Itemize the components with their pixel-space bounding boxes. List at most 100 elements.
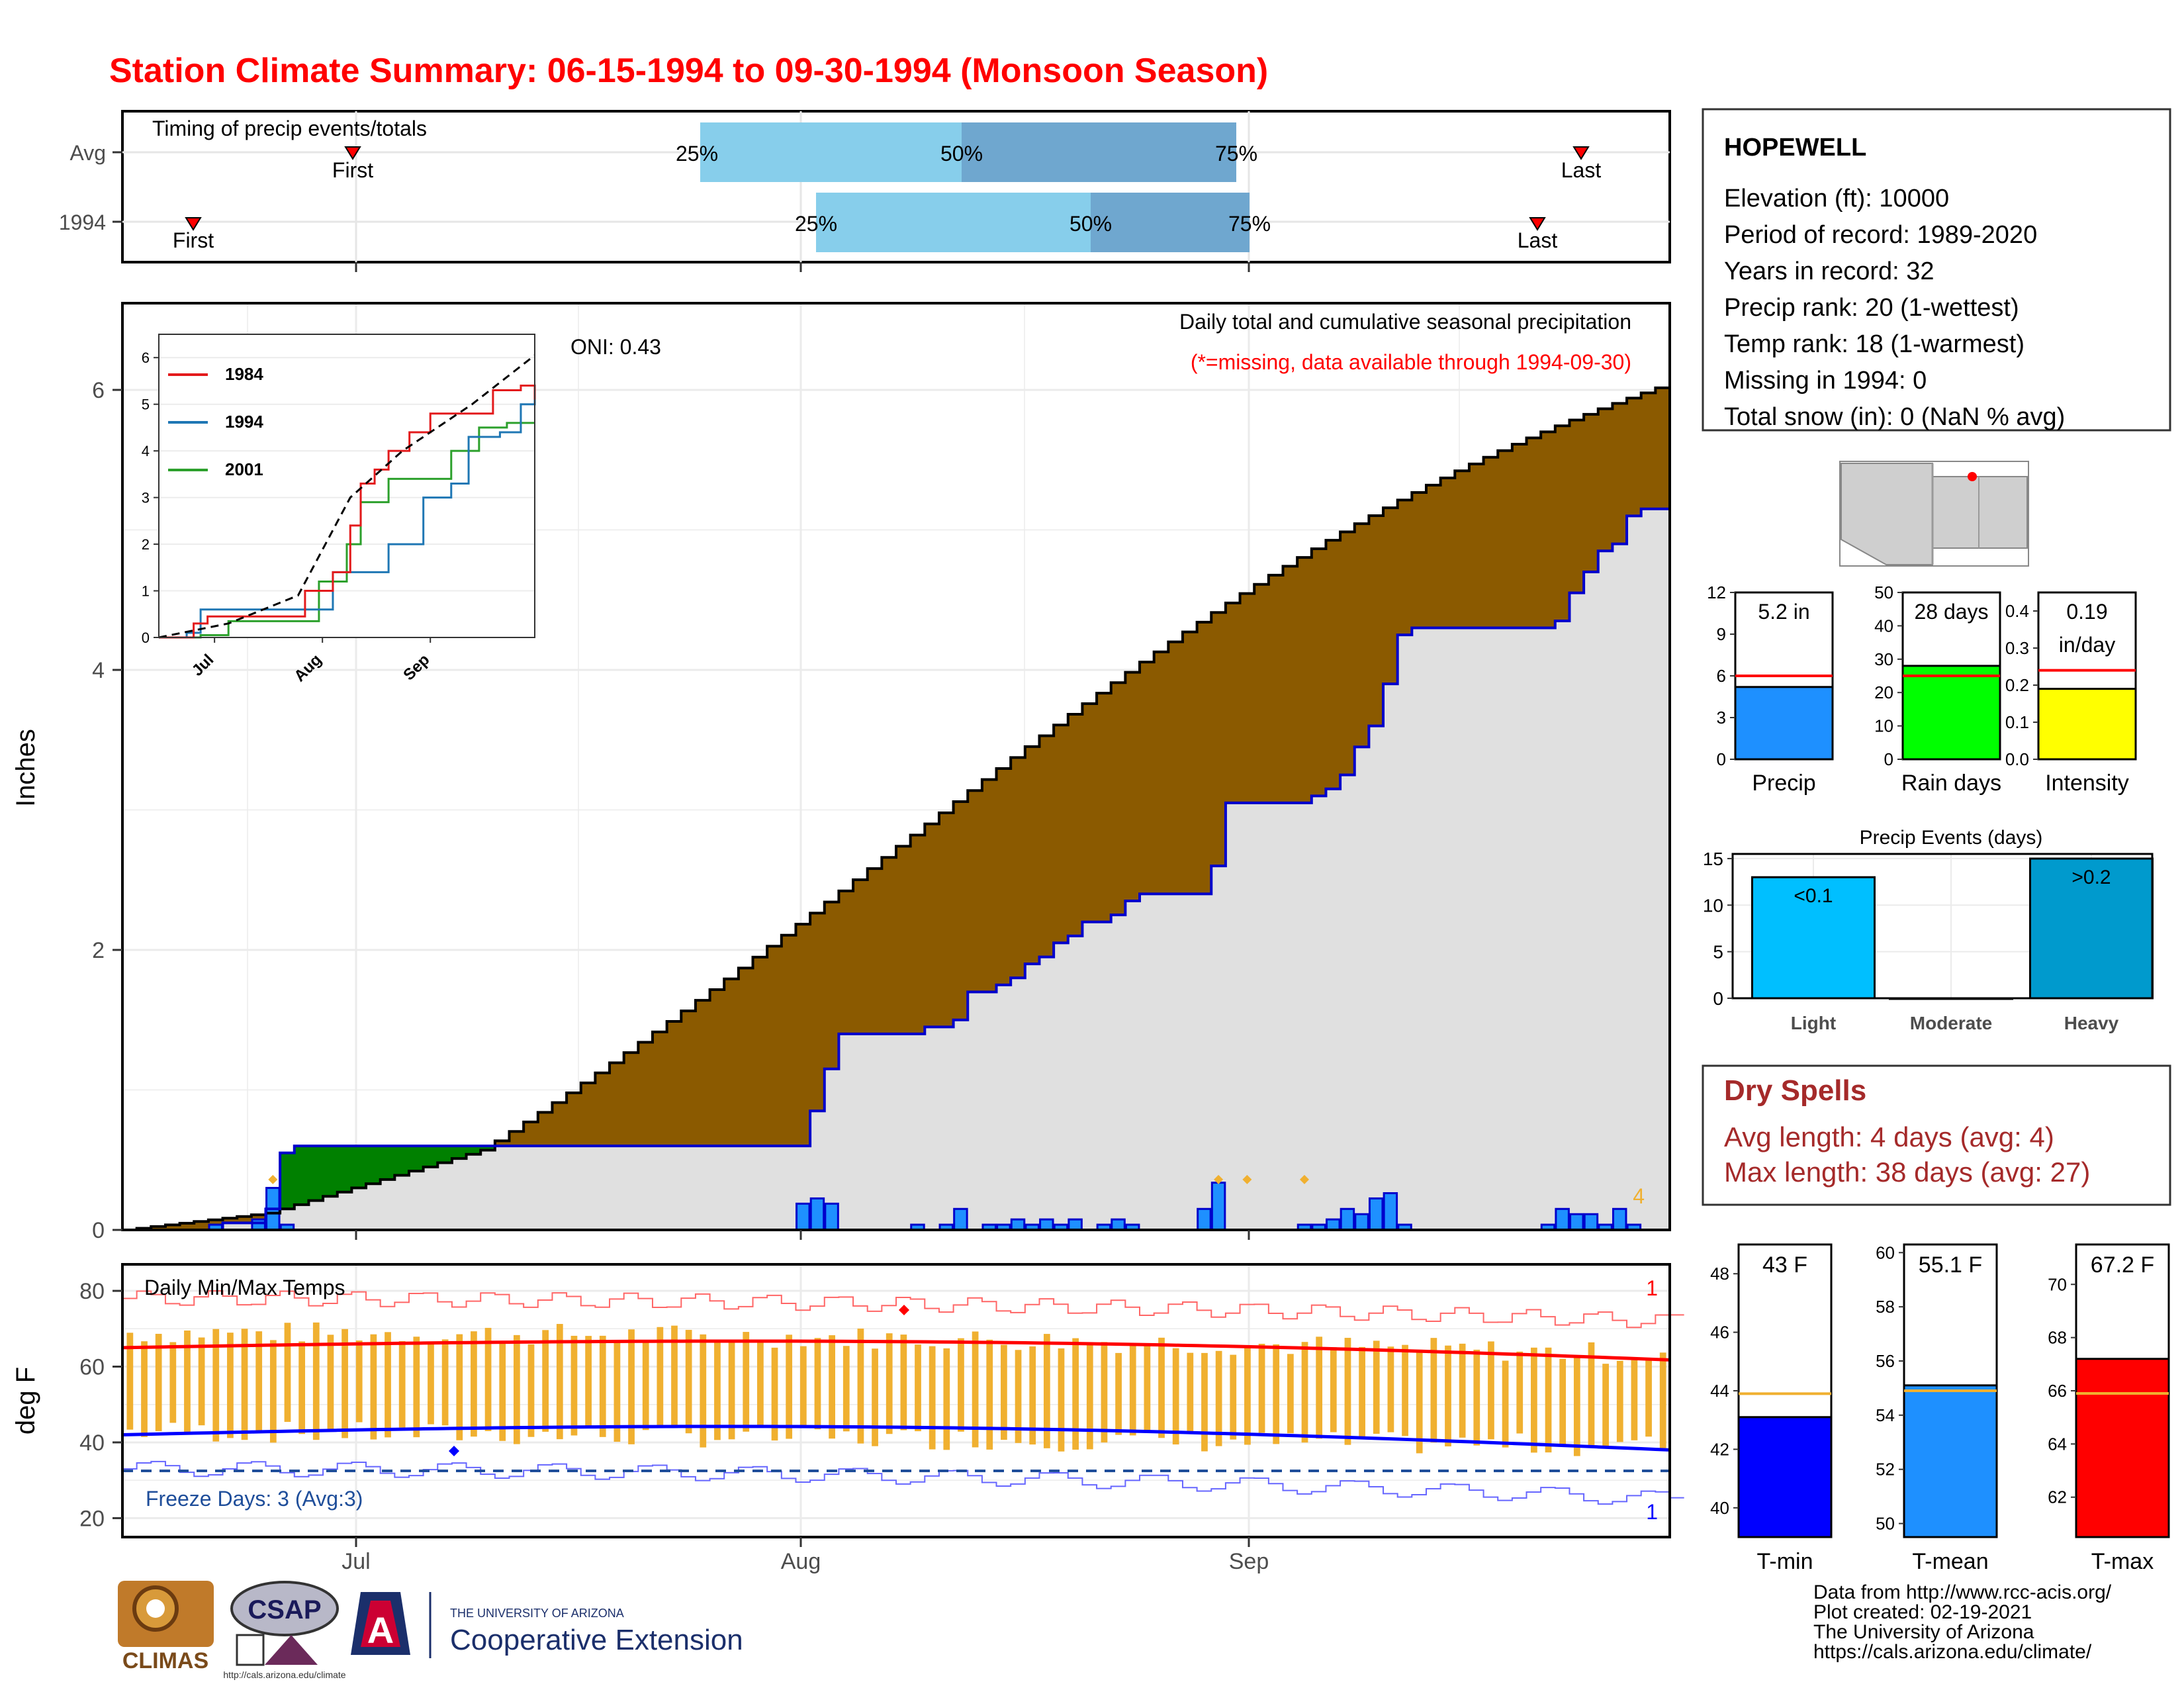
- temp-range-bar: [1531, 1347, 1537, 1453]
- dry-spells-box: Dry Spells Avg length: 4 days (avg: 4) M…: [1702, 1064, 2171, 1206]
- station-snow: Total snow (in): 0 (NaN % avg): [1724, 403, 2065, 431]
- svg-text:http://cals.arizona.edu/climat: http://cals.arizona.edu/climate: [223, 1669, 345, 1680]
- yr-q25-label: 25%: [795, 212, 837, 236]
- inset-ytick: 4: [142, 443, 150, 459]
- avg-q50-q75-bar: [962, 122, 1236, 182]
- temp-bar-fill: [1903, 1384, 1998, 1538]
- temp-range-bar: [370, 1334, 377, 1440]
- temp-range-bar: [929, 1346, 936, 1450]
- mini-bar-label: Rain days: [1901, 771, 2001, 796]
- temp-range-bar: [1445, 1345, 1451, 1447]
- temp-range-bar: [1631, 1360, 1638, 1440]
- temp-range-bar: [1287, 1354, 1294, 1434]
- svg-text:Cooperative Extension: Cooperative Extension: [450, 1624, 743, 1656]
- events-bar-label: Heavy: [2064, 1013, 2119, 1033]
- footer-line-3: The University of Arizona: [1813, 1621, 2034, 1643]
- temp-range-bar: [671, 1325, 678, 1429]
- temp-bar-tick: 60: [1876, 1243, 1895, 1262]
- temp-bar-t-mean: 55.1 F 50 52 54 56 58 60 T-mean: [1876, 1243, 1998, 1574]
- yr-q50-label: 50%: [1069, 212, 1112, 236]
- csap-logo: CSAP http://cals.arizona.edu/climate: [223, 1581, 346, 1680]
- temp-range-bar: [255, 1331, 263, 1433]
- temp-range-bar: [1459, 1343, 1466, 1438]
- temp-bar-t-min: 43 F 40 42 44 46 48 T-min: [1710, 1243, 1833, 1574]
- mini-bar-fill: [1901, 665, 2001, 761]
- daily-precip-bar: [1612, 1207, 1627, 1231]
- temp-range-bar: [857, 1329, 864, 1444]
- temp-range-bar: [169, 1342, 177, 1423]
- inset-ytick: 3: [142, 490, 150, 506]
- temp-range-bar: [599, 1335, 606, 1437]
- temp-range-bar: [341, 1329, 348, 1438]
- mini-bar-fill: [1734, 686, 1834, 761]
- yr-last-label: Last: [1518, 228, 1558, 252]
- avg-q75-label: 75%: [1215, 142, 1257, 165]
- station-precip-rank: Precip rank: 20 (1-wettest): [1724, 294, 2019, 322]
- tmax-average-line: [122, 1339, 1670, 1362]
- svg-text:CLIMAS: CLIMAS: [122, 1648, 208, 1673]
- location-map: [1839, 461, 2029, 567]
- precip-events-chart: Precip Events (days) <0.1 Light Moderate >0.…: [1703, 827, 2154, 1033]
- inset-series-1994: [159, 397, 536, 639]
- cumulative-1994-line: [122, 507, 1670, 1231]
- yr-first-marker: [185, 217, 202, 231]
- temp-range-bar: [413, 1336, 420, 1438]
- temp-bar-t-max: 67.2 F 62 64 66 68 70 T-max: [2048, 1243, 2170, 1574]
- precip-panel: Daily total and cumulative seasonal prec…: [11, 302, 1671, 1243]
- temp-bar-tick: 46: [1710, 1323, 1729, 1342]
- ua-logo: A THE UNIVERSITY OF ARIZONA Cooperative …: [351, 1592, 743, 1658]
- tmin-record-line: [122, 1460, 1684, 1505]
- temp-range-bar: [1473, 1349, 1480, 1446]
- temp-bar-label: T-max: [2091, 1549, 2154, 1574]
- temp-xtick-aug: Aug: [781, 1549, 821, 1574]
- station-missing: Missing in 1994: 0: [1724, 367, 1927, 395]
- temp-range-bar: [456, 1334, 463, 1440]
- mini-bar-tick: 12: [1707, 583, 1726, 602]
- daily-precip-bar: [251, 1218, 266, 1231]
- temp-range-bar: [1373, 1340, 1380, 1434]
- tmin-record-count: 1: [1646, 1500, 1658, 1524]
- daily-temp-range-bars: [126, 1322, 1666, 1456]
- temp-range-bar: [786, 1335, 793, 1439]
- daily-precip-bar: [1010, 1218, 1026, 1231]
- mini-bar-tick: 0.3: [2005, 638, 2029, 658]
- temp-range-bar: [1430, 1338, 1437, 1443]
- events-bar-label: Light: [1791, 1013, 1836, 1033]
- timing-label: Timing of precip events/totals: [152, 117, 427, 140]
- mini-bar-intensity: 0.19 in/day 0.0 0.1 0.2 0.3 0.4 Intensity: [2005, 591, 2137, 796]
- temp-range-bar: [1129, 1343, 1136, 1436]
- footer-line-1: Data from http://www.rcc-acis.org/: [1813, 1581, 2112, 1603]
- temp-ylabel: deg F: [11, 1367, 40, 1434]
- temp-range-bar: [570, 1335, 578, 1436]
- temp-range-bar: [1344, 1338, 1351, 1445]
- temp-bar-fill: [2075, 1358, 2170, 1538]
- temp-range-bar: [298, 1341, 306, 1434]
- temp-range-bar: [728, 1342, 735, 1440]
- daily-precip-bars: [208, 1182, 1642, 1231]
- temp-range-bar: [556, 1324, 563, 1440]
- events-title: Precip Events (days): [1860, 827, 2043, 849]
- temp-bar-tick: 42: [1710, 1439, 1729, 1459]
- mini-bar-tick: 0.4: [2005, 601, 2029, 621]
- daily-precip-bar: [1068, 1218, 1083, 1231]
- mini-bar-value: 0.19: [2066, 600, 2107, 624]
- temp-range-bar: [972, 1331, 979, 1448]
- mini-bar-value: 5.2 in: [1758, 600, 1809, 624]
- yr-q25-q50-bar: [816, 193, 1091, 252]
- temp-range-bar: [614, 1340, 621, 1442]
- temp-range-bar: [900, 1335, 907, 1430]
- temp-bar-tick: 64: [2048, 1434, 2067, 1454]
- temp-range-bar: [155, 1333, 162, 1431]
- temp-range-bar: [441, 1339, 449, 1426]
- mini-bar-tick: 0.0: [2005, 749, 2029, 769]
- temp-range-bar: [428, 1342, 434, 1425]
- temp-range-bar: [714, 1340, 721, 1440]
- temp-range-bar: [269, 1340, 277, 1443]
- avg-last-label: Last: [1561, 158, 1602, 182]
- temp-range-bar: [1588, 1342, 1595, 1445]
- footer-line-4: https://cals.arizona.edu/climate/: [1813, 1641, 2092, 1663]
- temp-range-bar: [1201, 1352, 1208, 1452]
- daily-precip-bar: [809, 1197, 825, 1231]
- svg-text:THE UNIVERSITY OF ARIZONA: THE UNIVERSITY OF ARIZONA: [450, 1607, 624, 1620]
- tmin-average-line: [122, 1425, 1670, 1452]
